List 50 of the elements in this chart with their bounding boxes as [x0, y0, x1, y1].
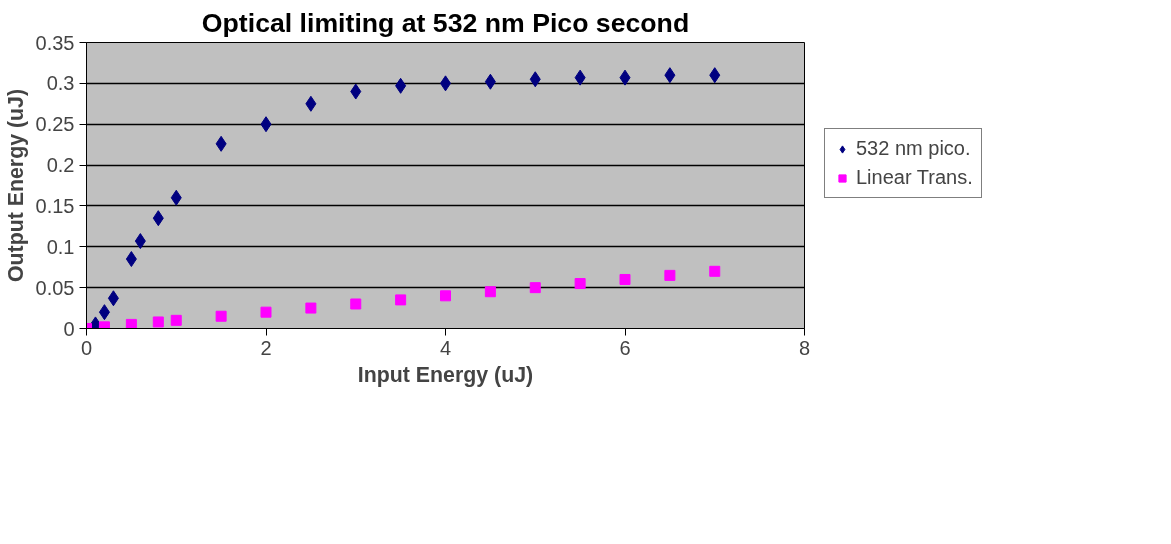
legend-label: Linear Trans.	[856, 166, 973, 189]
point	[619, 69, 631, 86]
y-tick-label: 0.35	[35, 31, 75, 54]
point	[125, 251, 137, 268]
point	[350, 298, 362, 310]
point	[98, 304, 110, 321]
point	[152, 210, 164, 227]
point	[574, 278, 586, 290]
point	[305, 302, 317, 314]
point	[305, 95, 317, 112]
point	[395, 77, 407, 94]
x-tick-label: 0	[80, 336, 93, 359]
point	[260, 306, 272, 318]
point	[664, 269, 676, 281]
point	[395, 294, 407, 306]
point	[664, 67, 676, 84]
x-tick-label: 4	[439, 336, 452, 359]
x-tick-label: 8	[798, 336, 811, 359]
point	[215, 135, 227, 152]
point	[152, 316, 164, 328]
point	[440, 290, 451, 302]
y-tick-label: 0	[63, 317, 75, 340]
point	[170, 189, 182, 206]
point	[484, 286, 496, 298]
y-tick-label: 0.1	[46, 235, 75, 258]
point	[484, 73, 496, 90]
y-tick-label: 0.3	[46, 72, 75, 95]
point	[215, 310, 227, 322]
point	[350, 83, 362, 100]
legend-label: 532 nm pico.	[856, 137, 971, 160]
point	[170, 314, 182, 326]
y-tick-label: 0.15	[35, 194, 75, 217]
point	[125, 318, 137, 329]
y-tick-label: 0.05	[35, 276, 75, 299]
point	[107, 290, 119, 307]
point	[134, 233, 146, 250]
x-tick-label: 6	[619, 336, 631, 359]
point	[574, 69, 586, 86]
y-tick-label: 0.2	[46, 154, 75, 177]
x-tick-label: 2	[260, 336, 272, 359]
y-tick-label: 0.25	[35, 113, 75, 136]
point	[619, 273, 631, 285]
point	[709, 265, 721, 277]
point	[709, 67, 721, 84]
y-axis-title: Output Energy (uJ)	[3, 88, 28, 283]
x-axis-title: Input Energy (uJ)	[357, 362, 534, 387]
chart-title: Optical limiting at 532 nm Pico second	[201, 7, 690, 38]
point	[529, 282, 541, 294]
point	[260, 116, 272, 133]
point	[529, 71, 541, 88]
